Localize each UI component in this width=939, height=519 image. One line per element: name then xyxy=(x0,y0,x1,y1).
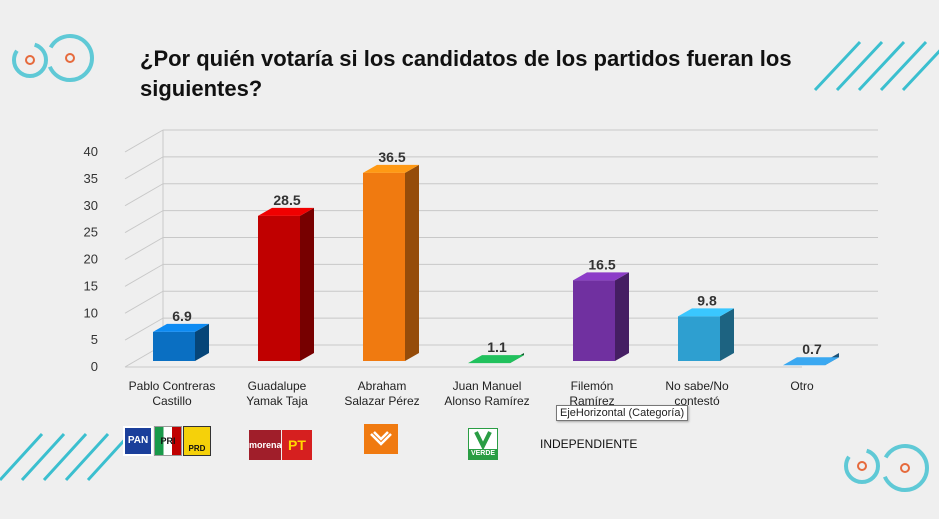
prd-logo: PRD xyxy=(183,426,211,456)
data-label: 0.7 xyxy=(802,341,822,357)
y-tick-label: 25 xyxy=(84,225,98,240)
x-tick-label: Guadalupe Yamak Taja xyxy=(246,379,308,408)
bar xyxy=(258,215,300,361)
bar-top xyxy=(258,207,314,216)
decor-stripe xyxy=(835,40,884,92)
y-tick-label: 35 xyxy=(84,171,98,186)
y-tick-label: 30 xyxy=(84,198,98,213)
data-label: 28.5 xyxy=(273,192,300,208)
axis-tooltip: EjeHorizontal (Categoría) xyxy=(556,405,689,421)
gridline xyxy=(124,317,164,341)
x-tick-line: Otro xyxy=(790,379,814,393)
gridline xyxy=(124,210,164,234)
decor-ring xyxy=(46,34,94,82)
decor-ring xyxy=(12,42,48,78)
x-tick-line: Guadalupe xyxy=(248,379,307,393)
decor-stripe xyxy=(20,432,66,482)
x-tick-label: Abraham Salazar Pérez xyxy=(344,379,419,408)
decor-dot xyxy=(900,463,910,473)
slide-title: ¿Por quién votaría si los candidatos de … xyxy=(140,46,792,101)
x-tick-line: Abraham xyxy=(358,379,407,393)
pan-logo: PAN xyxy=(123,426,153,456)
pan-logo-text: PAN xyxy=(127,435,149,446)
x-tick-line: Ramírez xyxy=(569,394,614,408)
x-tick-line: Castillo xyxy=(152,394,192,408)
data-label: 1.1 xyxy=(487,339,507,355)
gridline xyxy=(124,129,164,153)
bar-top xyxy=(153,323,209,332)
decor-stripe xyxy=(879,40,928,92)
gridline xyxy=(124,263,164,287)
decor-stripe xyxy=(64,432,110,482)
bar-top xyxy=(783,357,839,366)
x-tick-line: Juan Manuel xyxy=(453,379,522,393)
decor-ring xyxy=(844,448,880,484)
pri-logo-text: PRI xyxy=(160,436,176,446)
decor-dot xyxy=(65,53,75,63)
bar-side xyxy=(720,308,734,361)
decor-ring xyxy=(881,444,929,492)
bar xyxy=(153,331,195,361)
decor-stripe xyxy=(901,49,939,92)
bar-side xyxy=(615,272,629,361)
prd-logo-text: PRD xyxy=(188,444,206,453)
independent-label: INDEPENDIENTE xyxy=(540,437,638,451)
eagle-icon xyxy=(370,431,392,446)
pri-logo: PRI xyxy=(154,426,182,456)
y-tick-label: 15 xyxy=(84,278,98,293)
x-tick-line: No sabe/No xyxy=(665,379,729,393)
x-tick-line: Pablo Contreras xyxy=(129,379,216,393)
x-tick-label: Filemón Ramírez xyxy=(569,379,614,408)
x-tick-label: Pablo Contreras Castillo xyxy=(129,379,216,408)
bar-top xyxy=(363,164,419,173)
morena-logo-text: morena xyxy=(249,440,282,450)
decor-dot xyxy=(857,461,867,471)
bar-side xyxy=(300,207,314,361)
y-tick-label: 0 xyxy=(91,359,98,374)
x-tick-line: Salazar Pérez xyxy=(344,394,419,408)
verde-logo-text: VERDE xyxy=(469,449,497,459)
x-tick-line: Filemón xyxy=(571,379,614,393)
decor-stripe xyxy=(813,40,862,92)
data-label: 9.8 xyxy=(697,292,717,308)
movimiento-ciudadano-logo xyxy=(364,424,398,454)
gridline xyxy=(124,290,164,314)
y-tick-label: 40 xyxy=(84,144,98,159)
y-tick-label: 10 xyxy=(84,305,98,320)
morena-logo: morena xyxy=(249,430,282,460)
gridline xyxy=(124,183,164,207)
x-tick-line: Yamak Taja xyxy=(246,394,308,408)
x-tick-label: Juan Manuel Alonso Ramírez xyxy=(444,379,529,408)
bar xyxy=(573,280,615,361)
pt-logo-text: PT xyxy=(288,437,306,453)
decor-dot xyxy=(25,55,35,65)
verde-logo: VERDE xyxy=(468,428,498,460)
decor-stripe xyxy=(0,432,44,482)
x-tick-label: No sabe/No contestó xyxy=(665,379,729,408)
gridline xyxy=(124,237,164,260)
decor-stripe xyxy=(857,40,906,92)
x-tick-line: Alonso Ramírez xyxy=(444,394,529,408)
data-label: 16.5 xyxy=(588,256,615,272)
pt-logo: PT xyxy=(282,430,312,460)
bar-top xyxy=(468,355,524,364)
data-label: 6.9 xyxy=(172,308,192,324)
bar xyxy=(678,316,720,361)
bar-top xyxy=(678,308,734,317)
bar-side xyxy=(195,323,209,361)
bar-top xyxy=(573,272,629,281)
bar xyxy=(363,172,405,361)
y-tick-label: 5 xyxy=(91,332,98,347)
y-tick-label: 20 xyxy=(84,252,98,267)
data-label: 36.5 xyxy=(378,149,405,165)
bar-side xyxy=(405,164,419,361)
decor-stripe xyxy=(42,432,88,482)
verde-v-icon xyxy=(474,431,492,449)
x-tick-line: contestó xyxy=(674,394,720,408)
gridline xyxy=(124,156,164,180)
x-tick-label: Otro xyxy=(790,379,814,393)
